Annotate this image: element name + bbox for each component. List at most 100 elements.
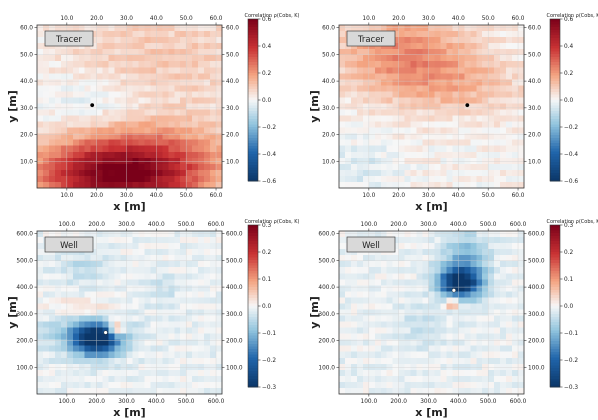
colorbar-segment xyxy=(248,73,258,77)
heatmap-cell xyxy=(416,291,423,298)
heatmap-cell xyxy=(126,61,133,68)
heatmap-cell xyxy=(108,327,115,334)
heatmap-cell xyxy=(90,127,98,135)
heatmap-cell xyxy=(90,291,98,298)
heatmap-cell xyxy=(66,333,74,341)
heatmap-cell xyxy=(428,139,435,147)
heatmap-cell xyxy=(368,321,376,328)
heatmap-cell xyxy=(210,127,217,135)
heatmap-cell xyxy=(506,49,513,56)
heatmap-cell xyxy=(90,121,98,128)
heatmap-cell xyxy=(350,327,358,334)
heatmap-cell xyxy=(458,103,465,110)
heatmap-cell xyxy=(380,339,388,347)
heatmap-cell xyxy=(512,297,519,304)
heatmap-cell xyxy=(37,369,44,377)
heatmap-cell xyxy=(350,363,358,371)
heatmap-cell xyxy=(120,73,127,80)
heatmap-cell xyxy=(204,243,211,250)
heatmap-cell xyxy=(464,279,471,286)
colorbar-segment xyxy=(248,89,258,93)
heatmap-cell xyxy=(84,145,92,153)
heatmap-cell xyxy=(446,357,453,365)
heatmap-cell xyxy=(464,249,471,256)
heatmap-cell xyxy=(350,61,358,68)
colorbar-segment xyxy=(550,225,560,229)
heatmap-cell xyxy=(192,291,199,298)
heatmap-cell xyxy=(518,369,525,377)
heatmap-cell xyxy=(48,79,56,86)
heatmap-cell xyxy=(60,163,68,171)
heatmap-cell xyxy=(48,387,56,395)
heatmap-cell xyxy=(180,375,187,383)
heatmap-cell xyxy=(380,121,388,128)
heatmap-cell xyxy=(192,327,199,334)
heatmap-cell xyxy=(374,357,382,365)
heatmap-cell xyxy=(156,37,163,44)
heatmap-cell xyxy=(428,231,435,238)
heatmap-cell xyxy=(144,85,151,92)
heatmap-cell xyxy=(48,375,56,383)
heatmap-cell xyxy=(362,327,370,334)
heatmap-cell xyxy=(362,91,370,98)
heatmap-cell xyxy=(186,139,193,147)
heatmap-cell xyxy=(48,157,56,165)
heatmap-cell xyxy=(368,175,376,183)
heatmap-cell xyxy=(476,339,483,347)
heatmap-cell xyxy=(156,79,163,86)
heatmap-cell xyxy=(440,133,447,141)
heatmap-cell xyxy=(60,127,68,135)
heatmap-cell xyxy=(344,345,352,353)
heatmap-cell xyxy=(512,73,519,80)
heatmap-cell xyxy=(102,163,109,171)
heatmap-cell xyxy=(500,261,507,268)
heatmap-cell xyxy=(54,139,62,147)
heatmap-cell xyxy=(210,181,217,189)
heatmap-cell xyxy=(78,315,86,322)
heatmap-cell xyxy=(156,333,163,341)
heatmap-cell xyxy=(380,357,388,365)
heatmap-cell xyxy=(470,181,477,189)
heatmap-cell xyxy=(452,151,459,159)
heatmap-cell xyxy=(368,157,376,165)
colorbar-segment xyxy=(550,148,560,152)
heatmap-cell xyxy=(84,175,92,183)
heatmap-cell xyxy=(464,151,471,159)
heatmap-cell xyxy=(470,375,477,383)
heatmap-cell xyxy=(162,279,169,286)
heatmap-cell xyxy=(482,115,489,122)
y-tick-label-right: 400.0 xyxy=(528,285,545,291)
heatmap-cell xyxy=(512,97,519,104)
heatmap-cell xyxy=(168,55,175,62)
heatmap-cell xyxy=(198,145,205,153)
heatmap-cell xyxy=(422,333,429,341)
heatmap-cell xyxy=(362,157,370,165)
colorbar-segment xyxy=(248,81,258,85)
heatmap-cell xyxy=(422,121,429,128)
heatmap-cell xyxy=(66,169,74,177)
heatmap-cell xyxy=(500,37,507,44)
y-axis-label: y [m] xyxy=(6,296,19,329)
heatmap-cell xyxy=(416,315,423,322)
heatmap-cell xyxy=(434,127,441,135)
heatmap-cell xyxy=(458,231,465,238)
heatmap-cell xyxy=(120,339,127,347)
heatmap-cell xyxy=(198,25,205,32)
heatmap-cell xyxy=(380,55,388,62)
heatmap-cell xyxy=(132,375,139,383)
heatmap-cell xyxy=(168,255,175,262)
heatmap-cell xyxy=(392,279,400,286)
heatmap-cell xyxy=(362,103,370,110)
heatmap-cell xyxy=(434,85,441,92)
heatmap-cell xyxy=(102,303,109,310)
heatmap-cell xyxy=(440,237,447,244)
heatmap-cell xyxy=(126,357,133,365)
heatmap-cell xyxy=(386,139,394,147)
heatmap-cell xyxy=(518,297,525,304)
heatmap-cell xyxy=(48,339,56,347)
heatmap-cell xyxy=(186,273,193,280)
heatmap-cell xyxy=(392,363,400,371)
heatmap-cell xyxy=(204,381,211,389)
heatmap-cell xyxy=(96,261,103,268)
colorbar-segment xyxy=(550,67,560,71)
